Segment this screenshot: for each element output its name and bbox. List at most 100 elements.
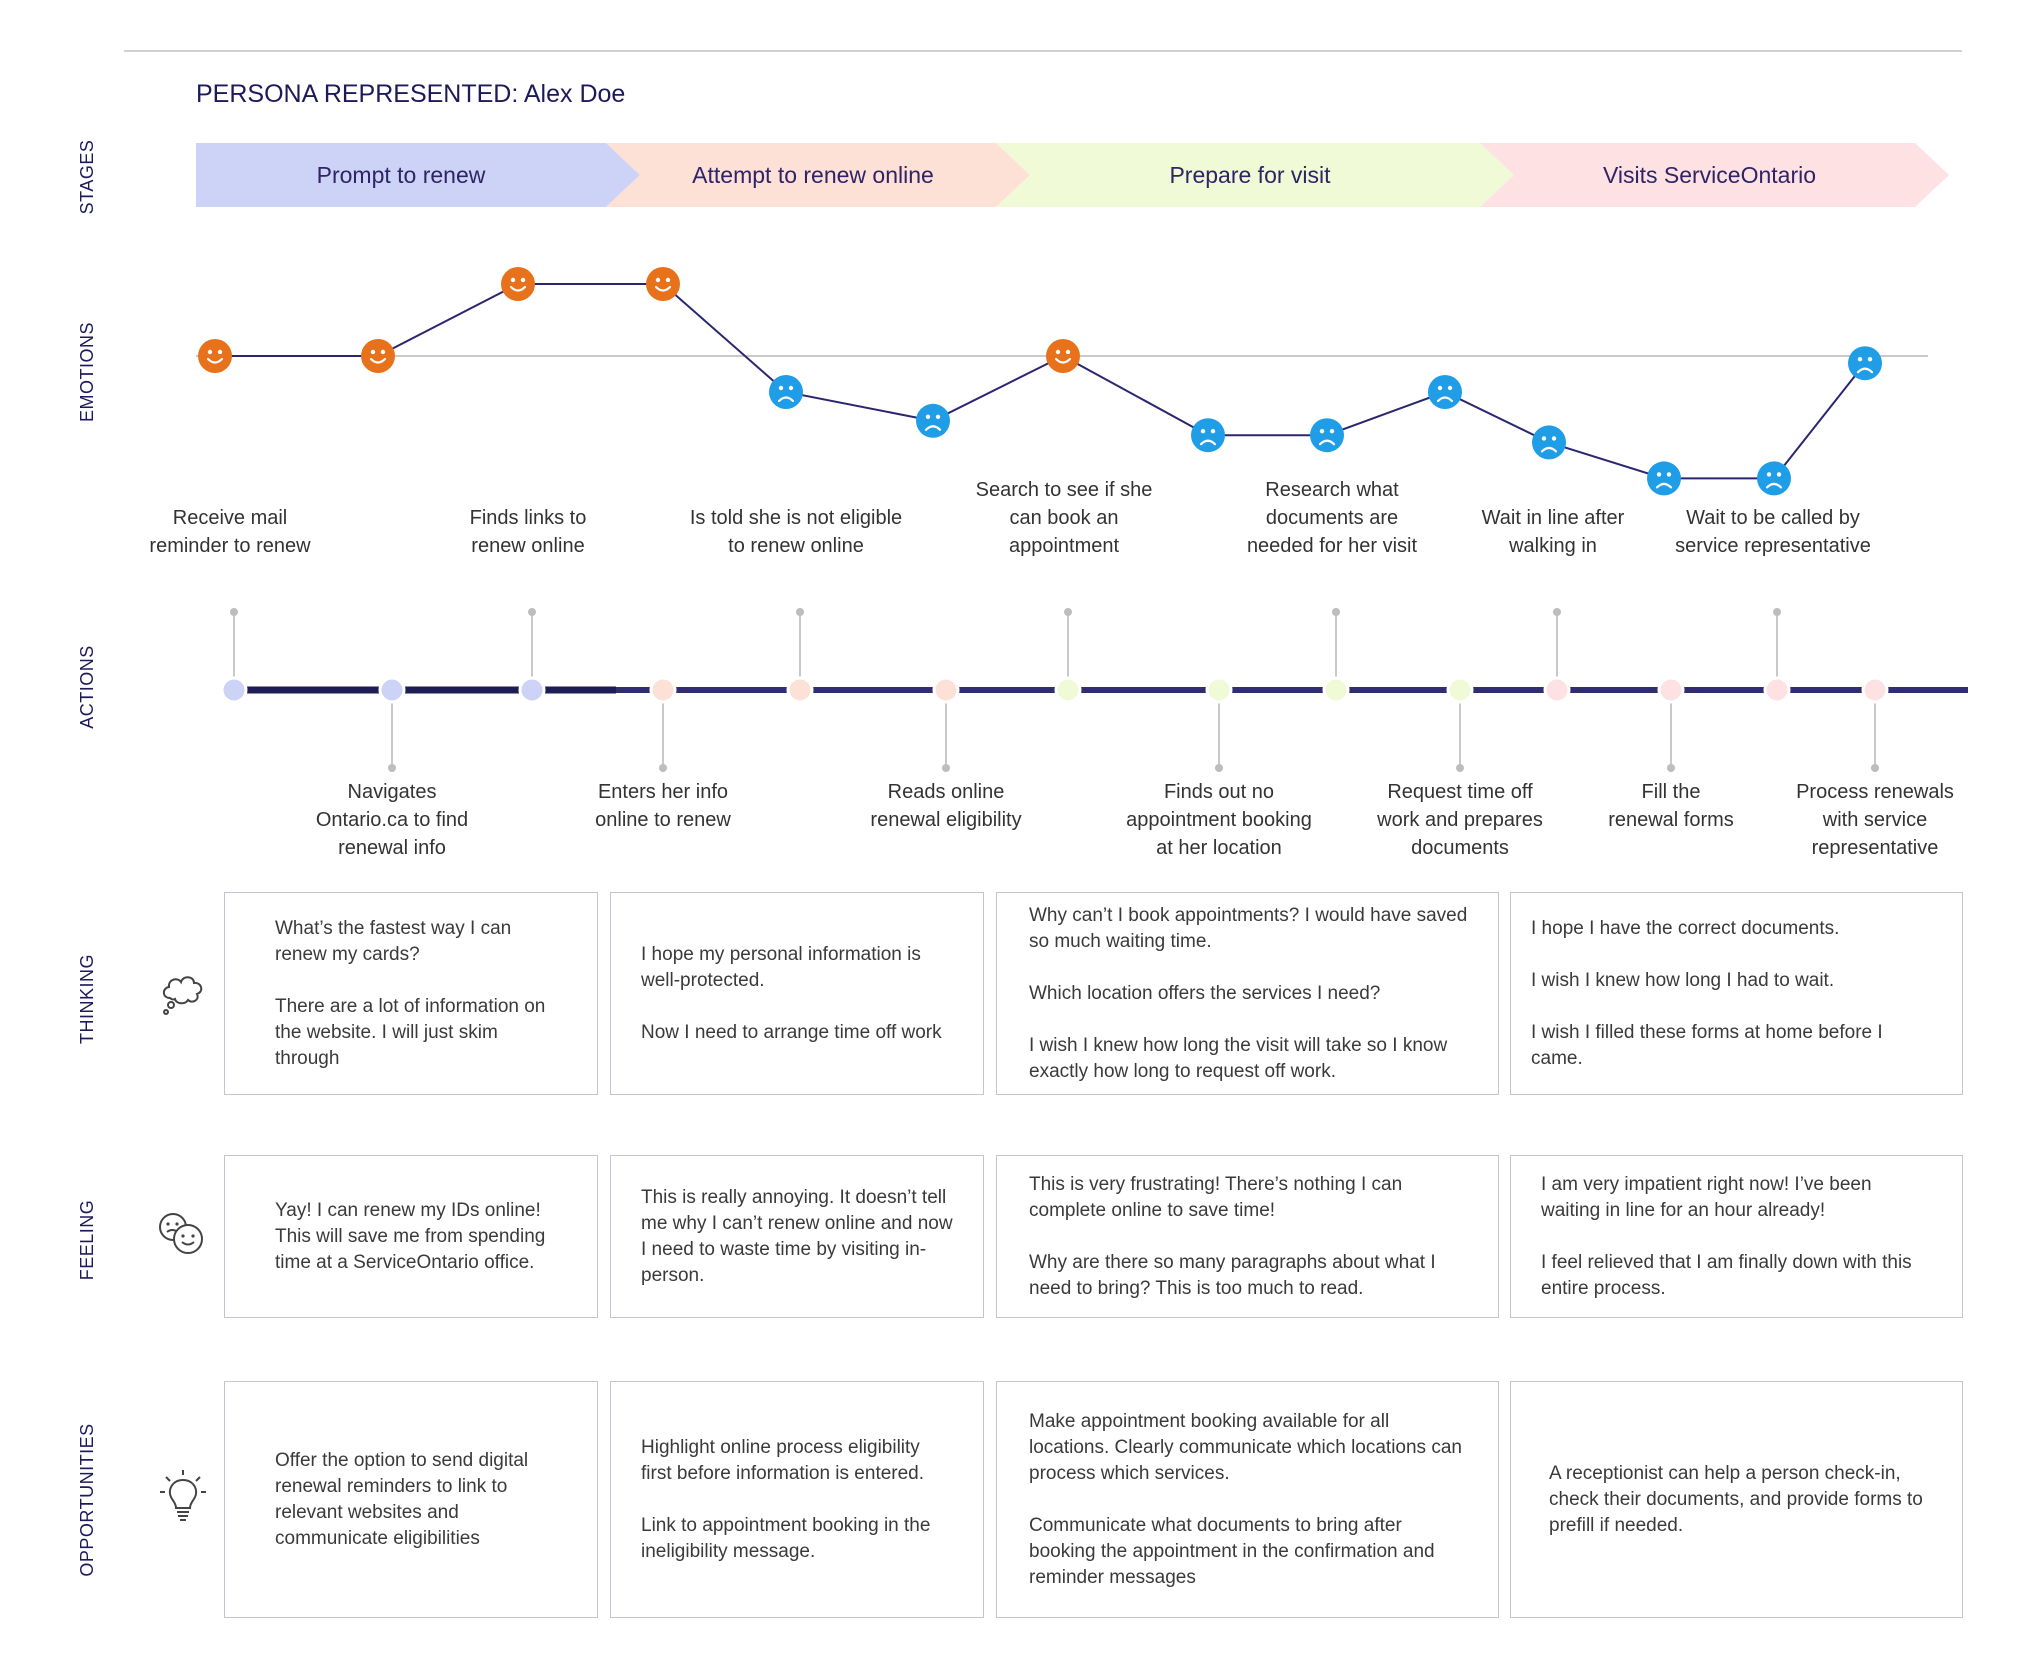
- action-label: online to renew: [595, 809, 731, 831]
- stage-chevron: [996, 143, 1514, 207]
- action-label: documents: [1411, 837, 1509, 859]
- face-eye: [1210, 429, 1216, 434]
- happy-face-icon: [646, 267, 680, 301]
- opportunity-box-1: Offer the option to send digital renewal…: [224, 1381, 598, 1618]
- face-mouth: [1540, 446, 1558, 453]
- face-mouth: [1436, 396, 1454, 403]
- face-eye: [925, 414, 931, 419]
- face-eye: [370, 349, 376, 355]
- action-label: to renew online: [728, 535, 864, 557]
- journey-diagram: Prompt to renew Attempt to renew online Pr…: [149, 143, 1968, 859]
- action-label: reminder to renew: [149, 535, 311, 557]
- action-connector-dot: [1773, 608, 1781, 616]
- opportunity-box-2: Highlight online process eligibility fir…: [610, 1381, 984, 1618]
- thinking-paragraph: Which location offers the services I nee…: [1029, 982, 1381, 1004]
- face-mouth: [777, 396, 795, 403]
- action-connector-dot: [796, 608, 804, 616]
- action-label: Receive mail: [173, 507, 287, 529]
- face-eye: [520, 277, 526, 283]
- action-connector-dot: [528, 608, 536, 616]
- feeling-box-1: Yay! I can renew my IDs online! This wil…: [224, 1155, 598, 1318]
- sad-face-icon: [916, 403, 950, 438]
- persona-title: PERSONA REPRESENTED: Alex Doe: [196, 80, 626, 108]
- thinking-paragraph: I wish I knew how long the visit will ta…: [1029, 1034, 1448, 1082]
- opportunity-paragraph: Make appointment booking available for a…: [1029, 1410, 1462, 1484]
- action-connector-dot: [1456, 764, 1464, 772]
- action-node: [932, 676, 960, 704]
- thinking-paragraph: I hope my personal information is well-p…: [641, 943, 921, 991]
- action-label: Navigates: [348, 781, 437, 803]
- action-label: appointment booking: [1126, 809, 1312, 831]
- action-label: Research what: [1265, 479, 1399, 501]
- action-node: [518, 676, 546, 704]
- action-label: documents are: [1266, 507, 1398, 529]
- thinking-paragraph: What’s the fastest way I can renew my ca…: [275, 917, 512, 965]
- stage-label: Attempt to renew online: [692, 162, 934, 188]
- face-mouth: [1318, 439, 1336, 446]
- action-label: with service: [1822, 809, 1927, 831]
- feeling-paragraph: I am very impatient right now! I’ve been…: [1541, 1173, 1872, 1221]
- action-label: Wait to be called by: [1686, 507, 1860, 529]
- thinking-paragraph: Why can’t I book appointments? I would h…: [1029, 904, 1468, 952]
- thinking-paragraph: Now I need to arrange time off work: [641, 1021, 942, 1043]
- lightbulb-icon: [160, 1470, 206, 1521]
- action-connector-dot: [388, 764, 396, 772]
- action-label: representative: [1812, 837, 1939, 859]
- action-label: Is told she is not eligible: [690, 507, 902, 529]
- opportunity-text-1: Offer the option to send digital renewal…: [225, 1448, 597, 1552]
- feeling-paragraph: This is really annoying. It doesn’t tell…: [641, 1186, 953, 1286]
- face-eye: [207, 349, 213, 355]
- thinking-text-1: What’s the fastest way I can renew my ca…: [225, 916, 597, 1072]
- action-node: [1322, 676, 1350, 704]
- action-label: Request time off: [1387, 781, 1533, 803]
- face-mouth: [369, 357, 387, 364]
- face-eye: [778, 385, 784, 391]
- face-eye: [935, 414, 941, 419]
- action-node: [1446, 676, 1474, 704]
- face-eye: [510, 277, 516, 283]
- feeling-text-2: This is really annoying. It doesn’t tell…: [611, 1185, 983, 1289]
- sad-face-icon: [1647, 461, 1681, 496]
- action-connector-dot: [1332, 608, 1340, 616]
- face-eye: [1766, 472, 1772, 477]
- feeling-paragraph: Why are there so many paragraphs about w…: [1029, 1251, 1436, 1299]
- face-eye: [1656, 472, 1662, 477]
- action-connector-dot: [1215, 764, 1223, 772]
- sad-face-icon: [769, 375, 803, 409]
- mixed-faces-icon: [159, 1213, 203, 1254]
- thinking-box-1: What’s the fastest way I can renew my ca…: [224, 892, 598, 1095]
- face-eye: [1437, 385, 1443, 391]
- action-label: Search to see if she: [976, 479, 1153, 501]
- face-mouth: [1199, 439, 1217, 446]
- opportunity-box-3: Make appointment booking available for a…: [996, 1381, 1499, 1618]
- happy-face-icon: [361, 339, 395, 373]
- stage-chevron: [1480, 143, 1949, 207]
- action-connector-dot: [1553, 608, 1561, 616]
- face-eye: [1329, 429, 1335, 434]
- thinking-text-3: Why can’t I book appointments? I would h…: [997, 903, 1498, 1085]
- action-node: [378, 676, 406, 704]
- row-label-feeling: FEELING: [77, 1199, 97, 1281]
- action-node: [220, 676, 248, 704]
- face-eye: [380, 349, 386, 355]
- thinking-box-4: I hope I have the correct documents. I wi…: [1510, 892, 1963, 1095]
- opportunity-paragraph: Offer the option to send digital renewal…: [275, 1449, 529, 1549]
- face-eye: [1666, 472, 1672, 477]
- feeling-text-4: I am very impatient right now! I’ve been…: [1511, 1172, 1962, 1302]
- action-node: [1763, 676, 1791, 704]
- feeling-box-4: I am very impatient right now! I’ve been…: [1510, 1155, 1963, 1318]
- thinking-paragraph: I wish I filled these forms at home befo…: [1531, 1021, 1883, 1069]
- action-label: renewal info: [338, 837, 446, 859]
- opportunity-paragraph: Highlight online process eligibility fir…: [641, 1436, 925, 1484]
- stage-chevron: [196, 143, 640, 207]
- action-connector-dot: [1871, 764, 1879, 772]
- action-label: at her location: [1156, 837, 1282, 859]
- action-label: Finds links to: [470, 507, 587, 529]
- stage-label: Prepare for visit: [1169, 162, 1331, 188]
- face-eye: [217, 349, 223, 355]
- action-node: [1054, 676, 1082, 704]
- action-node: [1543, 676, 1571, 704]
- thinking-text-2: I hope my personal information is well-p…: [611, 942, 983, 1046]
- sad-face-icon: [1848, 346, 1882, 381]
- feeling-box-3: This is very frustrating! There’s nothin…: [996, 1155, 1499, 1318]
